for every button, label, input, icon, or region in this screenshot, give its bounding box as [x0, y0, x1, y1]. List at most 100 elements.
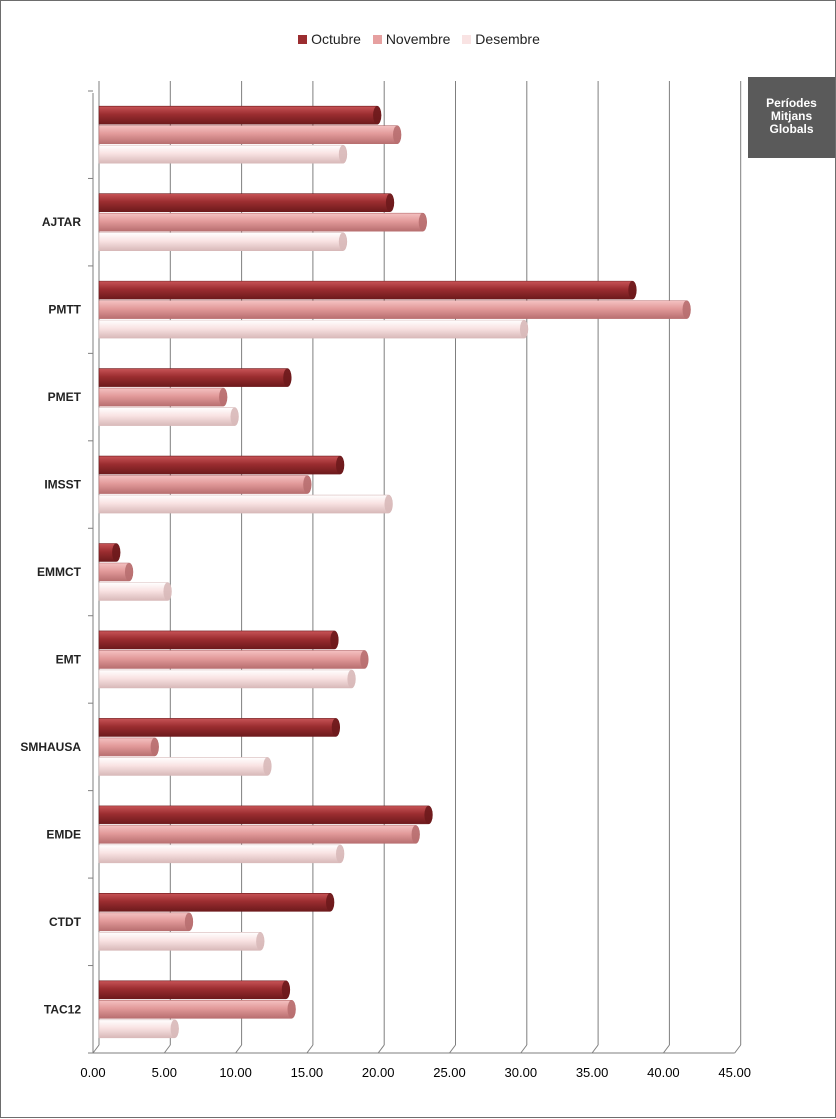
bar-cap-desembre-smhausa — [263, 757, 272, 776]
bar-desembre-emmct — [98, 582, 172, 601]
bar-novembre-pmtt — [98, 300, 691, 319]
bar-desembre-pmet — [98, 407, 239, 426]
x-tick-label-6: 30.00 — [505, 1065, 538, 1080]
category-label-ajtar: AJTAR — [42, 215, 81, 229]
legend-label-octubre: Octubre — [311, 31, 361, 47]
bar-cap-octubre-tac12 — [281, 980, 290, 999]
bar-cap-desembre-emde — [335, 844, 344, 863]
category-label-pmet: PMET — [48, 390, 82, 404]
legend: Octubre Novembre Desembre — [1, 31, 836, 47]
bar-cap-novembre-ctdt — [184, 912, 193, 931]
bar-cap-novembre-emde — [411, 825, 420, 844]
category-label-tac12: TAC12 — [44, 1002, 81, 1016]
bar-novembre-blank — [98, 125, 402, 145]
bar-octubre-ajtar — [98, 193, 395, 212]
bar-cap-novembre-blank — [393, 125, 402, 144]
x-tick-label-4: 20.00 — [362, 1065, 395, 1080]
bar-octubre-blank — [98, 105, 382, 125]
bar-desembre-tac12 — [98, 1019, 179, 1039]
bar-cap-novembre-emt — [360, 650, 369, 669]
bar-desembre-imsst — [98, 494, 393, 514]
bar-octubre-pmtt — [98, 280, 637, 300]
bar-novembre-tac12 — [98, 999, 296, 1019]
x-tick-label-1: 5.00 — [152, 1065, 177, 1080]
legend-swatch-desembre — [462, 35, 472, 44]
bar-cap-desembre-pmtt — [519, 320, 528, 339]
legend-swatch-octubre — [298, 35, 308, 44]
bar-desembre-pmtt — [98, 319, 529, 339]
bar-novembre-pmet — [98, 387, 228, 407]
badge-line-3: Globals — [769, 122, 814, 136]
bar-novembre-emde — [98, 825, 420, 844]
bar-octubre-smhausa — [98, 718, 341, 737]
bar-cap-octubre-smhausa — [331, 718, 340, 737]
bar-desembre-smhausa — [98, 757, 272, 776]
bar-octubre-ctdt — [98, 893, 335, 912]
bar-octubre-emde — [98, 805, 433, 825]
bar-cap-desembre-emmct — [163, 582, 172, 601]
bar-octubre-imsst — [98, 455, 345, 475]
floor-tick-2 — [235, 1044, 243, 1054]
bar-novembre-ctdt — [98, 912, 194, 932]
badge-line-2: Mitjans — [770, 109, 813, 123]
x-tick-label-5: 25.00 — [433, 1065, 466, 1080]
bar-desembre-emt — [98, 669, 356, 689]
bar-cap-octubre-blank — [373, 106, 382, 125]
bar-novembre-ajtar — [98, 212, 428, 232]
x-tick-label-0: 0.00 — [80, 1065, 105, 1080]
legend-label-novembre: Novembre — [385, 31, 451, 47]
bar-cap-desembre-emt — [347, 669, 356, 688]
legend-swatch-novembre — [372, 35, 382, 44]
floor-tick-6 — [520, 1044, 528, 1054]
category-label-emde: EMDE — [46, 827, 81, 841]
bar-cap-octubre-emde — [424, 805, 433, 824]
bar-cap-novembre-tac12 — [287, 1000, 296, 1019]
floor-tick-5 — [449, 1044, 456, 1054]
floor-tick-0 — [92, 1044, 100, 1054]
bar-cap-octubre-emt — [330, 630, 339, 649]
bar-cap-desembre-pmet — [230, 407, 239, 426]
x-tick-label-3: 15.00 — [291, 1065, 324, 1080]
floor-tick-3 — [306, 1044, 314, 1054]
bar-desembre-emde — [98, 844, 345, 864]
category-label-emt: EMT — [56, 652, 82, 666]
bar-desembre-ctdt — [98, 932, 265, 951]
bar-cap-novembre-pmet — [219, 388, 228, 407]
bar-cap-desembre-ajtar — [338, 232, 347, 251]
category-label-imsst: IMSST — [44, 478, 81, 492]
legend-item-octubre: Octubre — [298, 31, 361, 47]
bar-cap-novembre-ajtar — [418, 213, 427, 232]
floor-tick-7 — [591, 1044, 599, 1054]
floor-tick-1 — [163, 1044, 171, 1054]
bar-cap-octubre-ajtar — [385, 193, 394, 212]
bar-cap-desembre-blank — [338, 145, 347, 164]
category-label-emmct: EMMCT — [37, 565, 82, 579]
bar-desembre-ajtar — [98, 232, 348, 251]
legend-item-desembre: Desembre — [462, 31, 540, 47]
bar-cap-desembre-ctdt — [256, 932, 265, 951]
category-label-pmtt: PMTT — [48, 303, 81, 317]
x-tick-label-9: 45.00 — [718, 1065, 751, 1080]
bar-octubre-emt — [98, 630, 339, 650]
category-label-smhausa: SMHAUSA — [20, 740, 81, 754]
bar-novembre-smhausa — [98, 737, 159, 757]
floor-tick-8 — [663, 1044, 670, 1054]
bar-cap-novembre-imsst — [303, 475, 312, 494]
x-tick-label-2: 10.00 — [219, 1065, 252, 1080]
bar-cap-octubre-pmet — [283, 368, 292, 387]
bar-cap-novembre-emmct — [124, 563, 133, 581]
badge-line-1: Períodes — [766, 96, 817, 110]
bar-cap-novembre-pmtt — [682, 300, 691, 319]
x-tick-label-7: 35.00 — [576, 1065, 609, 1080]
periods-badge: Períodes Mitjans Globals — [748, 77, 835, 158]
bar-novembre-imsst — [98, 475, 312, 494]
bar-cap-octubre-pmtt — [628, 281, 637, 300]
bar-desembre-blank — [98, 144, 348, 164]
bar-cap-desembre-imsst — [384, 495, 393, 514]
bar-octubre-pmet — [98, 368, 292, 387]
bar-cap-octubre-imsst — [335, 456, 344, 475]
legend-label-desembre: Desembre — [475, 31, 540, 47]
bar-novembre-emt — [98, 650, 369, 669]
